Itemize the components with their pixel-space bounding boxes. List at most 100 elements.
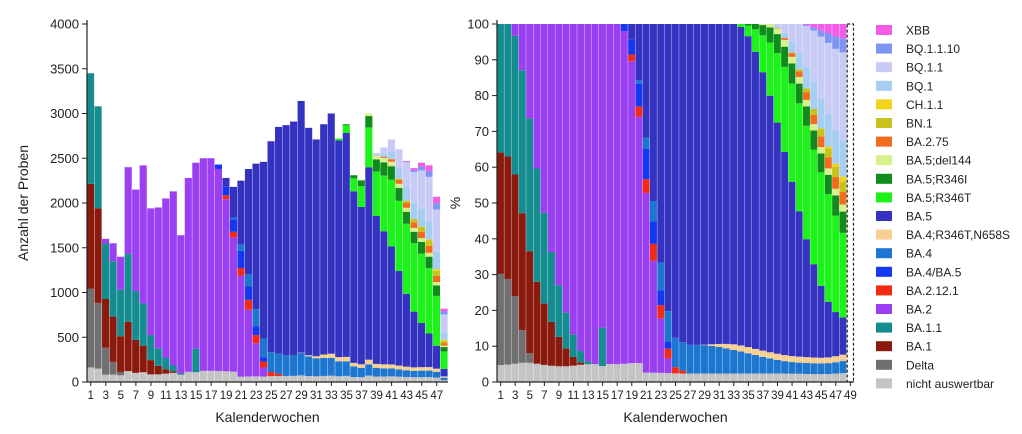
right-bar-week-7 [541, 24, 548, 382]
bar-segment-BA.5 [752, 52, 759, 349]
bar-segment-BA.4 [230, 218, 237, 220]
bar-segment-BA.4 [245, 274, 252, 286]
left-bar-week-34 [335, 139, 342, 382]
bar-segment-BA.5;del144 [373, 156, 380, 160]
bar-segment-BA.5 [275, 127, 282, 354]
bar-segment-BA.2 [643, 193, 650, 373]
bar-segment-BA.4 [237, 245, 244, 251]
bar-segment-BA.5;R346I [759, 25, 766, 35]
bar-segment-BA.4 [335, 361, 342, 376]
legend-label: CH.1.1 [906, 98, 944, 112]
bar-segment-BA.4 [410, 371, 417, 377]
bar-segment-BA.5;R346I [752, 24, 759, 29]
left-y-tick-label: 500 [57, 330, 79, 345]
bar-segment-BA.5;R346I [425, 257, 432, 269]
bar-segment-BA.5 [320, 124, 327, 354]
bar-segment-BQ.1 [825, 115, 832, 147]
right-bar-week-30 [708, 24, 715, 382]
bar-segment-XBB [825, 24, 832, 33]
bar-segment-BQ.1.1.10 [832, 36, 839, 48]
bar-segment-nicht auswertbar [305, 376, 312, 382]
bar-segment-nicht auswertbar [599, 366, 606, 382]
left-y-tick-label: 0 [72, 375, 79, 390]
bar-segment-BA.1 [170, 372, 177, 373]
left-bar-week-18 [215, 165, 222, 382]
bar-segment-BA.5 [380, 231, 387, 364]
bar-segment-BN.1 [403, 201, 410, 203]
legend-label: BN.1 [906, 117, 933, 131]
bar-segment-BA.1 [132, 340, 139, 373]
legend-entry: BQ.1.1 [876, 61, 944, 75]
bar-segment-BQ.1 [818, 98, 825, 128]
bar-segment-BA.5;R346I [796, 84, 803, 104]
bar-segment-BQ.1.1 [403, 162, 410, 187]
bar-segment-BA.4 [832, 362, 839, 373]
right-bar-week-43 [803, 24, 810, 382]
bar-segment-BA.5;R346I [810, 131, 817, 150]
bar-segment-BA.2.12.1 [657, 305, 664, 318]
bar-segment-BA.4 [665, 311, 672, 341]
bar-segment-BA.5;del144 [832, 189, 839, 196]
left-x-tick-label: 27 [280, 390, 293, 402]
bar-segment-BA.4 [350, 366, 357, 377]
bar-segment-BA.4 [275, 354, 282, 374]
bar-segment-BN.1 [418, 227, 425, 232]
bar-segment-nicht auswertbar [737, 374, 744, 382]
right-bar-week-14 [592, 24, 599, 382]
bar-segment-BA.4/BA.5 [252, 326, 259, 335]
bar-segment-BA.4;R346T,N658S [810, 358, 817, 364]
left-bar-week-8 [140, 165, 147, 382]
bar-segment-BA.5;del144 [380, 158, 387, 162]
bar-segment-BA.2 [192, 163, 199, 349]
bar-segment-nicht auswertbar [207, 371, 214, 382]
bar-segment-BA.5 [767, 96, 774, 353]
left-bar-week-22 [245, 169, 252, 382]
bar-segment-BA.5;R346T [358, 186, 365, 207]
bar-segment-nicht auswertbar [110, 375, 117, 382]
bar-segment-BQ.1 [788, 42, 795, 53]
bar-segment-BA.1.1 [541, 213, 548, 304]
bar-segment-BN.1 [810, 109, 817, 115]
legend-label: BA.4 [906, 247, 932, 261]
bar-segment-BQ.1 [803, 66, 810, 88]
bar-segment-BA.5 [679, 24, 686, 342]
bar-segment-BA.4 [839, 361, 846, 373]
left-x-tick-label: 19 [220, 390, 233, 402]
bar-segment-BA.2.12.1 [672, 367, 679, 373]
bar-segment-BA.4;R346T,N658S [781, 355, 788, 361]
bar-segment-BA.1 [504, 156, 511, 279]
bar-segment-BA.4/BA.5 [215, 165, 222, 169]
legend-label: BQ.1 [906, 79, 934, 93]
bar-segment-BN.1 [825, 148, 832, 157]
bar-segment-BQ.1 [380, 153, 387, 156]
bar-segment-BA.5;R346I [788, 64, 795, 84]
left-bar-week-21 [237, 181, 244, 382]
bar-segment-BA.5;del144 [425, 253, 432, 257]
bar-segment-BA.1 [548, 322, 555, 366]
bar-segment-BA.1 [117, 336, 124, 372]
bar-segment-BA.2 [614, 24, 621, 364]
bar-segment-BA.2 [125, 167, 132, 254]
left-y-tick-label: 2500 [50, 151, 79, 166]
legend-swatch [876, 323, 892, 333]
bar-segment-BA.1.1 [519, 70, 526, 213]
left-x-tick-label: 21 [235, 390, 248, 402]
left-bar-week-36 [350, 175, 357, 382]
bar-segment-BA.1 [577, 362, 584, 364]
bar-segment-XBB [832, 24, 839, 36]
left-bar-week-48 [440, 309, 447, 382]
bar-segment-BA.1.1 [512, 36, 519, 175]
left-y-tick-label: 4000 [50, 17, 79, 32]
bar-segment-nicht auswertbar [577, 365, 584, 382]
bar-segment-nicht auswertbar [818, 374, 825, 382]
legend-label: BA.2.75 [906, 135, 949, 149]
bar-segment-BA.1 [140, 346, 147, 373]
right-y-tick-label: 60 [475, 160, 489, 175]
bar-segment-nicht auswertbar [268, 376, 275, 382]
bar-segment-BA.2.12.1 [245, 300, 252, 310]
bar-segment-BA.4;R346T,N658S [774, 354, 781, 360]
legend-swatch [876, 378, 892, 388]
bar-segment-Delta [512, 296, 519, 364]
right-x-tick-label: 33 [727, 390, 740, 402]
